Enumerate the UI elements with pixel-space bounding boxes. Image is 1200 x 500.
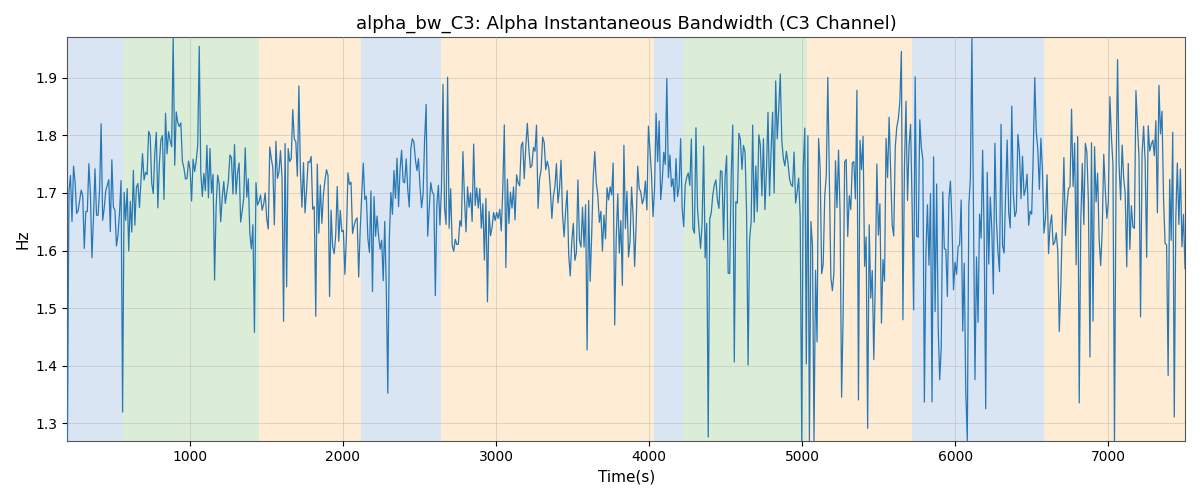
Y-axis label: Hz: Hz (16, 230, 30, 249)
X-axis label: Time(s): Time(s) (598, 470, 655, 485)
Bar (654, 38, 683, 440)
Bar (67, 38, 122, 440)
Bar (912, 38, 1044, 440)
Bar (440, 38, 654, 440)
Bar (259, 38, 361, 440)
Bar (361, 38, 440, 440)
Bar (122, 38, 259, 440)
Bar (1044, 38, 1184, 440)
Bar (806, 38, 912, 440)
Title: alpha_bw_C3: Alpha Instantaneous Bandwidth (C3 Channel): alpha_bw_C3: Alpha Instantaneous Bandwid… (356, 15, 896, 34)
Bar (683, 38, 806, 440)
